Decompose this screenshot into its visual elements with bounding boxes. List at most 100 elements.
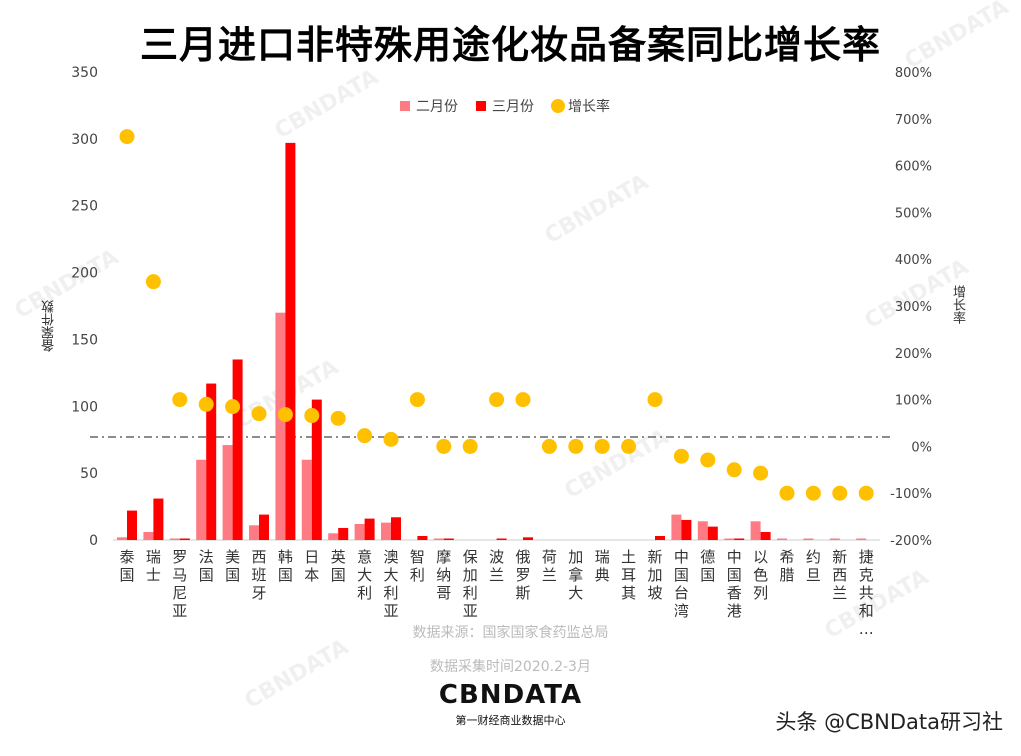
bar-mar: [232, 359, 243, 540]
growth-point: [858, 485, 874, 501]
y2-tick-label: 100%: [895, 394, 932, 409]
bar-feb: [143, 531, 154, 540]
x-tick-label: 捷克共和…: [859, 548, 874, 638]
growth-point: [304, 408, 320, 424]
bar-feb: [301, 459, 312, 540]
x-tick-label: 韩国: [278, 548, 293, 584]
y-tick-label: 0: [89, 533, 98, 549]
bar-feb: [671, 514, 682, 540]
growth-point: [805, 485, 821, 501]
logo-subtitle: 第一财经商业数据中心: [455, 714, 566, 727]
bar-feb: [222, 445, 233, 540]
growth-point: [277, 407, 293, 423]
x-tick-label: 西班牙: [251, 548, 266, 602]
y2-axis-label: 增长率: [950, 285, 965, 324]
x-tick-label: 希腊: [779, 548, 794, 584]
bar-feb: [433, 538, 444, 540]
y2-tick-label: 400%: [895, 253, 932, 268]
chart-title: 三月进口非特殊用途化妆品备案同比增长率: [139, 23, 881, 67]
legend-swatch: [476, 101, 486, 111]
watermark: CBNDATA: [271, 65, 383, 144]
x-tick-label: 中国香港: [727, 548, 742, 620]
bar-feb: [249, 525, 259, 540]
bar-feb: [381, 522, 391, 540]
bar-feb: [196, 459, 207, 540]
growth-point: [145, 274, 161, 290]
x-tick-label: 美国: [225, 548, 240, 584]
watermark: CBNDATA: [11, 245, 123, 324]
y2-tick-label: 800%: [895, 66, 932, 81]
y2-tick-label: 200%: [895, 347, 932, 362]
bar-mar: [364, 518, 375, 540]
growth-point: [594, 438, 610, 454]
x-tick-label: 俄罗斯: [515, 548, 530, 602]
growth-point: [673, 448, 689, 464]
growth-point: [489, 392, 505, 408]
x-tick-label: 摩纳哥: [436, 548, 451, 602]
bar-feb: [777, 538, 787, 540]
x-tick-label: 新加坡: [647, 548, 662, 602]
growth-point: [779, 485, 795, 501]
bar-feb: [803, 538, 814, 540]
y-tick-label: 350: [71, 65, 98, 81]
bar-mar: [338, 527, 349, 540]
legend-label: 增长率: [568, 98, 610, 115]
cbndata-logo: CBNDATA: [438, 680, 583, 710]
bar-feb: [697, 521, 708, 540]
y-tick-label: 200: [71, 266, 98, 282]
growth-point: [172, 392, 188, 408]
x-tick-label: 日本: [304, 548, 319, 584]
x-tick-label: 罗马尼亚: [172, 548, 187, 620]
data-source: 数据来源：国家国家食药监总局: [412, 625, 609, 641]
bar-mar: [681, 519, 692, 540]
x-tick-label: 意大利: [357, 548, 372, 602]
y2-tick-label: 0%: [911, 440, 932, 455]
legend-swatch: [400, 101, 410, 111]
legend-label: 二月份: [416, 99, 458, 115]
legend-label: 三月份: [492, 99, 534, 115]
x-tick-label: 约旦: [806, 548, 821, 584]
bar-mar: [153, 498, 164, 540]
growth-point: [568, 438, 584, 454]
bar-mar: [127, 510, 137, 540]
bar-mar: [311, 399, 322, 540]
y2-tick-label: -100%: [890, 487, 932, 502]
growth-point: [198, 396, 214, 412]
x-tick-label: 法国: [199, 548, 214, 584]
bar-feb: [275, 312, 286, 540]
y-tick-label: 250: [71, 199, 98, 215]
bar-mar: [523, 537, 533, 540]
y-tick-label: 300: [71, 132, 98, 148]
bar-mar: [707, 526, 718, 540]
author-handle: 头条 @CBNData研习社: [775, 710, 1003, 734]
bar-mar: [285, 142, 296, 540]
y-tick-label: 100: [71, 399, 98, 415]
bar-mar: [496, 538, 507, 540]
growth-point: [832, 485, 848, 501]
growth-point: [119, 129, 135, 145]
growth-point: [357, 428, 373, 444]
bar-mar: [417, 535, 428, 540]
x-tick-label: 泰国: [119, 548, 134, 584]
bar-feb: [117, 537, 127, 540]
x-tick-label: 德国: [700, 548, 715, 584]
bar-feb: [328, 533, 339, 540]
bar-mar: [655, 535, 665, 540]
y2-tick-label: 700%: [895, 113, 932, 128]
growth-point: [753, 465, 769, 481]
bar-mar: [206, 383, 217, 540]
growth-point: [541, 438, 557, 454]
bar-feb: [750, 521, 761, 540]
growth-point: [436, 438, 452, 454]
y2-tick-label: -200%: [890, 534, 932, 549]
x-tick-label: 加拿大: [568, 548, 583, 602]
bar-mar: [259, 514, 269, 540]
growth-point: [700, 452, 716, 468]
x-tick-label: 波兰: [489, 548, 504, 584]
y2-tick-label: 600%: [895, 160, 932, 175]
y-tick-label: 150: [71, 332, 98, 348]
x-tick-label: 以色列: [753, 548, 768, 602]
x-tick-label: 瑞士: [146, 548, 161, 584]
growth-point: [515, 392, 531, 408]
growth-point: [330, 410, 346, 426]
